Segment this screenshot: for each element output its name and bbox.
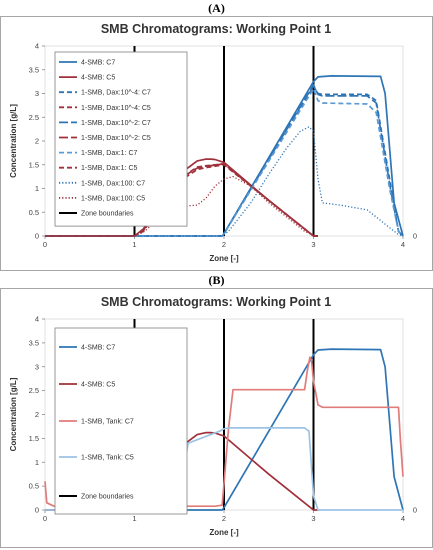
chart0-legend-label-1-smb-dax-100-c7: 1-SMB, Dax:100: C7 bbox=[81, 180, 145, 187]
chart0-x-tick-label: 4 bbox=[401, 240, 405, 249]
chart1-x-tick-label: 3 bbox=[311, 514, 315, 523]
chart0-y-tick-label: 2 bbox=[35, 137, 39, 146]
chart0-y-axis-label: Concentration [g/L] bbox=[9, 104, 18, 178]
chart0-y-tick-label: 4 bbox=[35, 42, 39, 51]
chart1-x-tick-label: 1 bbox=[132, 514, 136, 523]
chart0-x-tick-label: 2 bbox=[222, 240, 226, 249]
chart0-x-tick-label: 0 bbox=[43, 240, 47, 249]
chart1-x-tick-label: 0 bbox=[43, 514, 47, 523]
chart0-legend-label-1-smb-dax-10-4-c5: 1-SMB, Dax:10^-4: C5 bbox=[81, 105, 151, 112]
chart0-legend-label-1-smb-dax-10-4-c7: 1-SMB, Dax:10^-4: C7 bbox=[81, 90, 151, 97]
chart0-y-tick-label: 3.5 bbox=[29, 65, 39, 74]
chart0-legend-label-4-smb-c7: 4-SMB: C7 bbox=[81, 60, 115, 67]
chart0-legend-label-1-smb-dax-100-c5: 1-SMB, Dax:100: C5 bbox=[81, 195, 145, 202]
chart0-y-tick-label: 0 bbox=[35, 232, 39, 241]
chart1-legend-label-1-smb-tank-c7: 1-SMB, Tank: C7 bbox=[81, 419, 134, 426]
chart1-legend-label-zone-boundaries: Zone boundaries bbox=[81, 494, 134, 501]
chart0-title: SMB Chromatograms: Working Point 1 bbox=[101, 22, 331, 36]
chart-b: SMB Chromatograms: Working Point 1 0 0.5 1 1… bbox=[0, 288, 433, 548]
chart0-legend-label-4-smb-c5: 4-SMB: C5 bbox=[81, 75, 115, 82]
chart1-y-tick-label: 3.5 bbox=[29, 338, 39, 347]
chart1-y-tick-label: 2.5 bbox=[29, 386, 39, 395]
chart0-series-1-smb-dax-1-c7 bbox=[45, 87, 404, 237]
chart1-y-tick-label: 2 bbox=[35, 410, 39, 419]
chart0-legend-label-1-smb-dax-1-c5: 1-SMB, Dax:1: C5 bbox=[81, 165, 138, 172]
chart0-legend-label-1-smb-dax-10-2-c7: 1-SMB, Dax:10^-2: C7 bbox=[81, 120, 151, 127]
chart1-y-tick-label: 0.5 bbox=[29, 482, 39, 491]
panel-label-b: (B) bbox=[208, 273, 225, 287]
chart0-y-tick-label: 3 bbox=[35, 89, 39, 98]
chart0-legend bbox=[54, 51, 188, 227]
chart0-y-tick-label: 0.5 bbox=[29, 208, 39, 217]
chart0-x-tick-label: 1 bbox=[132, 240, 136, 249]
chart0-legend-label-1-smb-dax-10-2-c5: 1-SMB, Dax:10^-2: C5 bbox=[81, 135, 151, 142]
chart-a: SMB Chromatograms: Working Point 1 0 0.5 1 1… bbox=[0, 16, 433, 271]
chart1-series-4-smb-c7 bbox=[45, 348, 404, 511]
chart1-y-tick-label: 0 bbox=[35, 506, 39, 515]
chart1-y-axis-label: Concentration [g/L] bbox=[9, 377, 18, 451]
chart1-y-tick-label: 3 bbox=[35, 362, 39, 371]
panel-label-a: (A) bbox=[208, 1, 225, 15]
chart0-x-tick-label: 3 bbox=[311, 240, 315, 249]
chart1-y-tick-label: 1.5 bbox=[29, 434, 39, 443]
chart1-legend-label-4-smb-c7: 4-SMB: C7 bbox=[81, 345, 115, 352]
chart0-y-tick-label: 1.5 bbox=[29, 160, 39, 169]
chart1-x-tick-label: 2 bbox=[222, 514, 226, 523]
chart1-legend-label-1-smb-tank-c5: 1-SMB, Tank: C5 bbox=[81, 455, 134, 462]
chart0-x-axis-label: Zone [-] bbox=[209, 254, 239, 263]
chart1-title: SMB Chromatograms: Working Point 1 bbox=[101, 295, 331, 309]
chart0-legend-label-zone-boundaries: Zone boundaries bbox=[81, 211, 134, 218]
chart0-y-tick-label: 1 bbox=[35, 184, 39, 193]
chart0-series-1-smb-dax-1-c5 bbox=[45, 163, 318, 237]
chart0-legend-label-1-smb-dax-1-c7: 1-SMB, Dax:1: C7 bbox=[81, 150, 138, 157]
chart1-y-tick-label: 1 bbox=[35, 458, 39, 467]
chart0-y-tick-label: 2.5 bbox=[29, 113, 39, 122]
chart1-y-tick-label: 4 bbox=[35, 315, 39, 324]
chart1-legend-label-4-smb-c5: 4-SMB: C5 bbox=[81, 382, 115, 389]
chart1-x-tick-label: 4 bbox=[401, 514, 405, 523]
chart0-right-axis-tick: 0 bbox=[413, 232, 417, 241]
chart1-x-axis-label: Zone [-] bbox=[209, 528, 239, 537]
chart1-right-axis-tick: 0 bbox=[413, 506, 417, 515]
